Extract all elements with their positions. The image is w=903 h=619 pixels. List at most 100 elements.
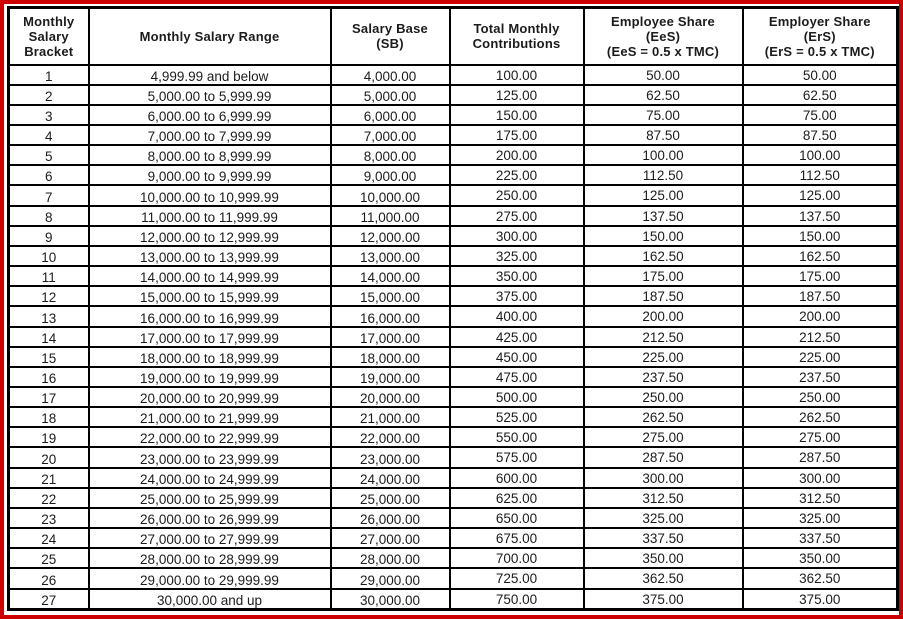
cell-salary-base: 14,000.00 xyxy=(329,265,451,288)
cell-tmc: 400.00 xyxy=(448,305,585,328)
cell-ees: 87.50 xyxy=(582,123,744,147)
cell-ees: 325.00 xyxy=(582,506,744,530)
cell-ers: 275.00 xyxy=(741,426,899,449)
cell-salary-base: 15,000.00 xyxy=(329,285,451,308)
header-text: Total Monthly xyxy=(473,21,560,37)
cell-ees: 50.00 xyxy=(582,63,744,86)
cell-tmc: 475.00 xyxy=(448,365,585,389)
cell-salary-range: 13,000.00 to 13,999.99 xyxy=(87,244,332,268)
cell-bracket: 1 xyxy=(7,63,90,86)
table-row: 21 24,000.00 to 24,999.99 24,000.00 600.… xyxy=(7,466,899,489)
cell-ers: 175.00 xyxy=(741,265,899,288)
cell-tmc: 325.00 xyxy=(448,244,585,268)
header-cell-salary-range: Monthly Salary Range xyxy=(87,6,332,66)
cell-bracket: 15 xyxy=(7,345,90,368)
cell-ees: 300.00 xyxy=(582,466,744,489)
cell-salary-range: 30,000.00 and up xyxy=(87,587,332,611)
cell-salary-base: 9,000.00 xyxy=(329,164,451,187)
cell-ers: 50.00 xyxy=(741,63,899,86)
cell-ers: 237.50 xyxy=(741,365,899,389)
cell-tmc: 200.00 xyxy=(448,144,585,167)
cell-ees: 287.50 xyxy=(582,446,744,469)
cell-tmc: 100.00 xyxy=(448,63,585,86)
cell-tmc: 525.00 xyxy=(448,406,585,429)
cell-bracket: 25 xyxy=(7,547,90,570)
header-text: (EeS = 0.5 x TMC) xyxy=(606,43,720,59)
cell-ees: 175.00 xyxy=(582,265,744,288)
cell-salary-base: 4,000.00 xyxy=(329,63,451,86)
cell-ers: 87.50 xyxy=(741,123,899,147)
table-row: 11 14,000.00 to 14,999.99 14,000.00 350.… xyxy=(7,265,899,288)
cell-tmc: 350.00 xyxy=(448,265,585,288)
cell-ers: 250.00 xyxy=(741,385,899,409)
cell-bracket: 26 xyxy=(7,567,90,590)
cell-bracket: 27 xyxy=(7,587,90,611)
cell-ees: 100.00 xyxy=(582,144,744,167)
cell-ees: 262.50 xyxy=(582,406,744,429)
cell-bracket: 9 xyxy=(7,224,90,247)
cell-salary-base: 28,000.00 xyxy=(329,547,451,570)
cell-tmc: 275.00 xyxy=(448,204,585,227)
cell-tmc: 150.00 xyxy=(448,103,585,126)
cell-salary-range: 12,000.00 to 12,999.99 xyxy=(87,224,332,247)
cell-salary-base: 19,000.00 xyxy=(329,365,451,389)
cell-tmc: 175.00 xyxy=(448,123,585,147)
contribution-table: Monthly Salary Bracket Monthly Salary Ra… xyxy=(7,6,899,611)
cell-salary-range: 17,000.00 to 17,999.99 xyxy=(87,325,332,348)
cell-ers: 375.00 xyxy=(741,587,899,611)
cell-ers: 100.00 xyxy=(741,144,899,167)
cell-salary-base: 29,000.00 xyxy=(329,567,451,590)
cell-ees: 75.00 xyxy=(582,103,744,126)
cell-ees: 150.00 xyxy=(582,224,744,247)
cell-salary-range: 16,000.00 to 16,999.99 xyxy=(87,305,332,328)
cell-tmc: 225.00 xyxy=(448,164,585,187)
cell-salary-range: 4,999.99 and below xyxy=(87,63,332,86)
cell-ers: 112.50 xyxy=(741,164,899,187)
cell-ers: 62.50 xyxy=(741,83,899,106)
cell-salary-range: 15,000.00 to 15,999.99 xyxy=(87,285,332,308)
cell-bracket: 3 xyxy=(7,103,90,126)
cell-salary-range: 20,000.00 to 20,999.99 xyxy=(87,385,332,409)
cell-salary-base: 25,000.00 xyxy=(329,486,451,509)
cell-bracket: 13 xyxy=(7,305,90,328)
table-row: 18 21,000.00 to 21,999.99 21,000.00 525.… xyxy=(7,406,899,429)
cell-bracket: 14 xyxy=(7,325,90,348)
header-cell-total-monthly-contributions: Total Monthly Contributions xyxy=(448,6,585,66)
cell-tmc: 625.00 xyxy=(448,486,585,509)
header-text: (ErS = 0.5 x TMC) xyxy=(764,43,875,59)
cell-tmc: 425.00 xyxy=(448,325,585,348)
table-row: 8 11,000.00 to 11,999.99 11,000.00 275.0… xyxy=(7,204,899,227)
table-row: 20 23,000.00 to 23,999.99 23,000.00 575.… xyxy=(7,446,899,469)
table-row: 26 29,000.00 to 29,999.99 29,000.00 725.… xyxy=(7,567,899,590)
table-row: 5 8,000.00 to 8,999.99 8,000.00 200.00 1… xyxy=(7,144,899,167)
cell-salary-range: 5,000.00 to 5,999.99 xyxy=(87,83,332,106)
header-text: (ErS) xyxy=(803,28,836,44)
cell-ers: 200.00 xyxy=(741,305,899,328)
header-cell-bracket: Monthly Salary Bracket xyxy=(7,6,90,66)
cell-ees: 112.50 xyxy=(582,164,744,187)
cell-ers: 75.00 xyxy=(741,103,899,126)
cell-bracket: 23 xyxy=(7,506,90,530)
table-row: 17 20,000.00 to 20,999.99 20,000.00 500.… xyxy=(7,385,899,409)
cell-salary-base: 21,000.00 xyxy=(329,406,451,429)
cell-salary-range: 9,000.00 to 9,999.99 xyxy=(87,164,332,187)
table-row: 23 26,000.00 to 26,999.99 26,000.00 650.… xyxy=(7,506,899,530)
cell-salary-base: 7,000.00 xyxy=(329,123,451,147)
table-row: 24 27,000.00 to 27,999.99 27,000.00 675.… xyxy=(7,527,899,550)
cell-ers: 262.50 xyxy=(741,406,899,429)
cell-tmc: 450.00 xyxy=(448,345,585,368)
header-cell-salary-base: Salary Base (SB) xyxy=(329,6,451,66)
cell-bracket: 12 xyxy=(7,285,90,308)
cell-tmc: 575.00 xyxy=(448,446,585,469)
cell-salary-base: 24,000.00 xyxy=(329,466,451,489)
cell-salary-base: 10,000.00 xyxy=(329,184,451,207)
cell-ers: 212.50 xyxy=(741,325,899,348)
cell-bracket: 5 xyxy=(7,144,90,167)
cell-salary-range: 23,000.00 to 23,999.99 xyxy=(87,446,332,469)
table-row: 1 4,999.99 and below 4,000.00 100.00 50.… xyxy=(7,63,899,86)
table-row: 7 10,000.00 to 10,999.99 10,000.00 250.0… xyxy=(7,184,899,207)
cell-bracket: 4 xyxy=(7,123,90,147)
table-row: 27 30,000.00 and up 30,000.00 750.00 375… xyxy=(7,587,899,611)
header-text: Bracket xyxy=(24,43,74,59)
